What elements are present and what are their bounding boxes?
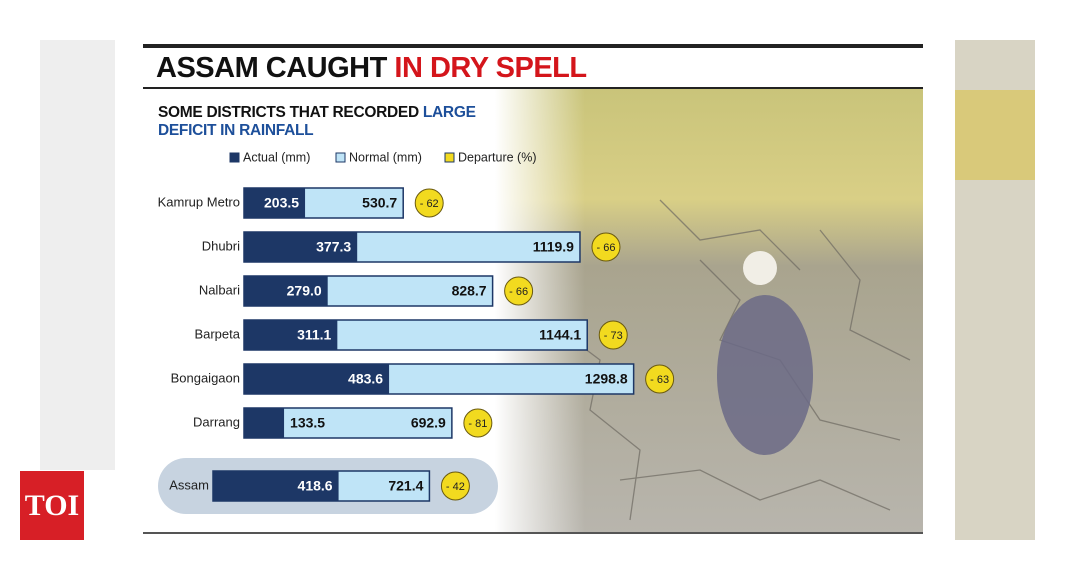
chart-title: ASSAM CAUGHT IN DRY SPELL	[156, 52, 587, 85]
category-label: Nalbari	[199, 282, 240, 297]
value-label: 530.7	[362, 195, 397, 211]
departure-label: - 66	[596, 242, 615, 254]
person	[717, 295, 813, 455]
departure-label: - 73	[604, 330, 623, 342]
value-label: 828.7	[452, 283, 487, 299]
blur-right-top	[955, 90, 1035, 180]
category-label: Assam	[169, 477, 209, 492]
category-label: Dhubri	[202, 238, 240, 253]
departure-label: - 81	[468, 418, 487, 430]
legend-label: Departure (%)	[458, 150, 537, 164]
value-label: 418.6	[298, 478, 333, 494]
departure-marker	[440, 471, 470, 501]
chart-subtitle: SOME DISTRICTS THAT RECORDED LARGE DEFIC…	[158, 104, 503, 140]
category-label: Kamrup Metro	[158, 194, 240, 209]
value-label: 203.5	[264, 195, 299, 211]
legend-swatch	[444, 152, 455, 163]
crack	[819, 229, 911, 361]
value-label: 279.0	[287, 283, 322, 299]
bar-actual	[244, 276, 328, 306]
title-part: ASSAM CAUGHT	[156, 52, 387, 84]
departure-marker	[591, 232, 621, 262]
bar-actual	[244, 188, 306, 218]
bottom-rule	[143, 532, 923, 534]
bar-actual	[244, 320, 338, 350]
subtitle-part: SOME DISTRICTS THAT RECORDED	[158, 104, 419, 121]
title-rule	[143, 87, 923, 89]
crack	[659, 199, 801, 271]
category-label: Darrang	[193, 414, 240, 429]
value-label: 1119.9	[533, 239, 574, 255]
value-label: 133.5	[290, 415, 325, 431]
person-head	[743, 251, 777, 285]
value-label: 692.9	[411, 415, 446, 431]
departure-marker	[414, 188, 444, 218]
departure-marker	[504, 276, 534, 306]
departure-label: - 66	[509, 286, 528, 298]
departure-marker	[598, 320, 628, 350]
value-label: 377.3	[316, 239, 351, 255]
departure-marker	[463, 408, 493, 438]
value-label: 311.1	[297, 327, 331, 343]
top-rule	[143, 44, 923, 48]
category-label: Bongaigaon	[171, 370, 240, 385]
bar-actual	[244, 408, 285, 438]
crack	[619, 469, 891, 511]
photo-fade	[495, 88, 585, 533]
logo: TOI	[20, 471, 84, 540]
value-label: 1144.1	[539, 327, 581, 343]
title-part: IN DRY SPELL	[394, 52, 587, 84]
value-label: 1298.8	[585, 371, 628, 387]
bar-actual	[244, 364, 390, 394]
legend-swatch	[335, 152, 346, 163]
legend-label: Actual (mm)	[243, 150, 310, 164]
value-label: 721.4	[388, 478, 423, 494]
value-label: 483.6	[348, 371, 383, 387]
bar-actual	[244, 232, 358, 262]
departure-label: - 42	[446, 481, 465, 493]
departure-label: - 62	[420, 198, 439, 210]
category-label: Barpeta	[194, 326, 240, 341]
subtitle-part: LARGE DEFICIT IN RAINFALL	[158, 104, 476, 139]
departure-label: - 63	[650, 374, 669, 386]
departure-marker	[645, 364, 675, 394]
legend-swatch	[229, 152, 240, 163]
bar-actual	[213, 471, 339, 501]
legend-label: Normal (mm)	[349, 150, 422, 164]
